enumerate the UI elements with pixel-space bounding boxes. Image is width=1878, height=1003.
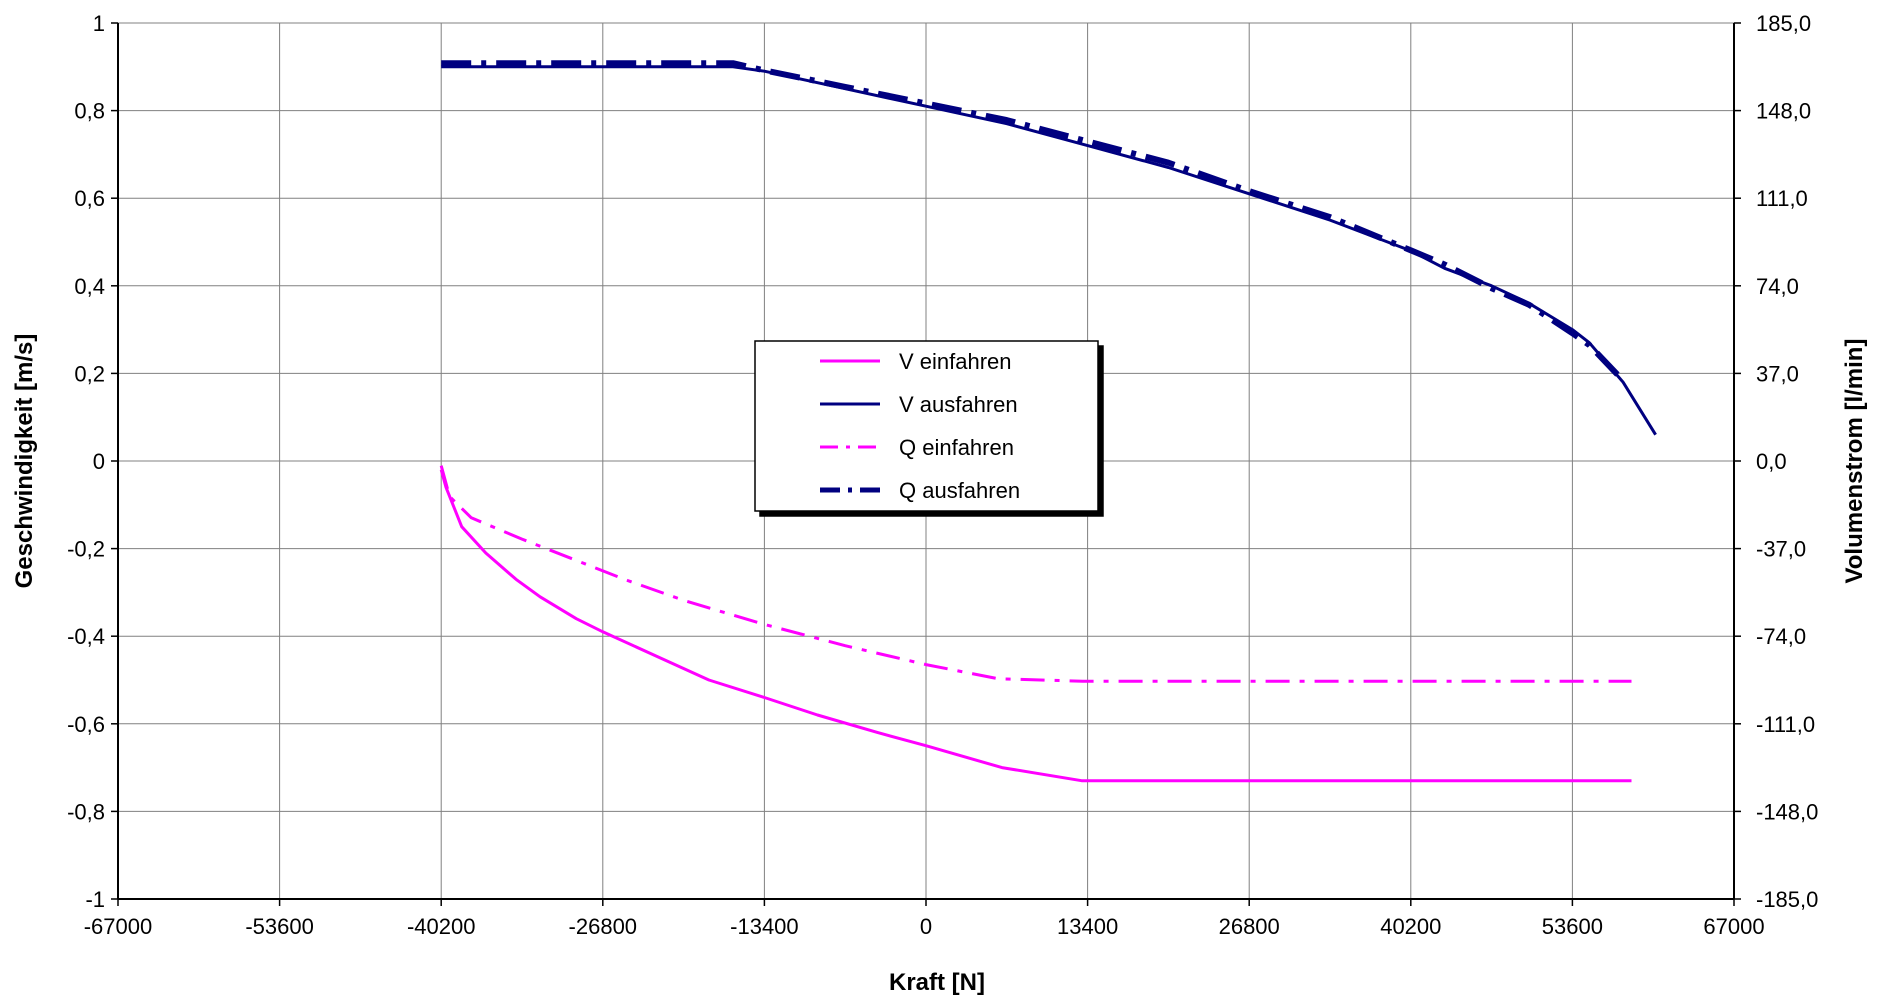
x-tick-label: -40200 [407, 914, 476, 939]
y-tick-label: 0 [93, 449, 105, 474]
legend-label: Q einfahren [899, 435, 1014, 460]
x-tick-label: -67000 [84, 914, 153, 939]
y-tick-label: 0,2 [74, 361, 105, 386]
x-tick-label: -13400 [730, 914, 799, 939]
x-tick-label: -26800 [569, 914, 638, 939]
y2-tick-label: -37,0 [1756, 537, 1806, 562]
x-tick-label: -53600 [245, 914, 314, 939]
legend-box [754, 340, 1099, 512]
x-axis-title: Kraft [N] [889, 969, 985, 996]
y-tick-label: -0,8 [67, 799, 105, 824]
y2-axis-title: Volumenstrom [l/min] [1841, 339, 1868, 584]
y-tick-label: 0,6 [74, 186, 105, 211]
x-tick-label: 13400 [1057, 914, 1118, 939]
y2-tick-label: 0,0 [1756, 449, 1787, 474]
x-tick-label: 26800 [1219, 914, 1280, 939]
y2-tick-label: -111,0 [1756, 712, 1815, 737]
series-layer [439, 60, 1657, 783]
series-line-q-ausfahren [441, 60, 1626, 383]
legend-label: V einfahren [899, 349, 1012, 374]
x-tick-label: 0 [920, 914, 932, 939]
x-tick-label: 40200 [1380, 914, 1441, 939]
y-tick-label: 0,8 [74, 99, 105, 124]
y-tick-label: 1 [93, 11, 105, 36]
y2-tick-label: 74,0 [1756, 274, 1799, 299]
axes [111, 22, 1741, 906]
y2-tick-label: 111,0 [1756, 186, 1808, 211]
y2-tick-label: 37,0 [1756, 361, 1799, 386]
y2-tick-label: -148,0 [1756, 799, 1818, 824]
legend: V einfahren V ausfahren Q einfahren Q ausfa… [754, 340, 1099, 512]
y-tick-label: 0,4 [74, 274, 105, 299]
tick-labels: -67000 -53600 -40200 -26800 -13400 0 13400 2680… [67, 11, 1818, 939]
legend-label: Q ausfahren [899, 478, 1020, 503]
y2-tick-label: -74,0 [1756, 624, 1806, 649]
y-tick-label: -0,6 [67, 712, 105, 737]
legend-label: V ausfahren [899, 392, 1018, 417]
x-tick-label: 67000 [1703, 914, 1764, 939]
y-axis-title: Geschwindigkeit [m/s] [11, 334, 38, 589]
series-line-v-einfahren [439, 469, 1632, 783]
y-tick-label: -1 [85, 887, 105, 912]
y-tick-label: -0,4 [67, 624, 105, 649]
y2-tick-label: 148,0 [1756, 99, 1811, 124]
y2-tick-label: -185,0 [1756, 887, 1818, 912]
y2-tick-label: 185,0 [1756, 11, 1811, 36]
series-line-q-einfahren [439, 465, 1632, 683]
y-tick-label: -0,2 [67, 537, 105, 562]
x-tick-label: 53600 [1542, 914, 1603, 939]
